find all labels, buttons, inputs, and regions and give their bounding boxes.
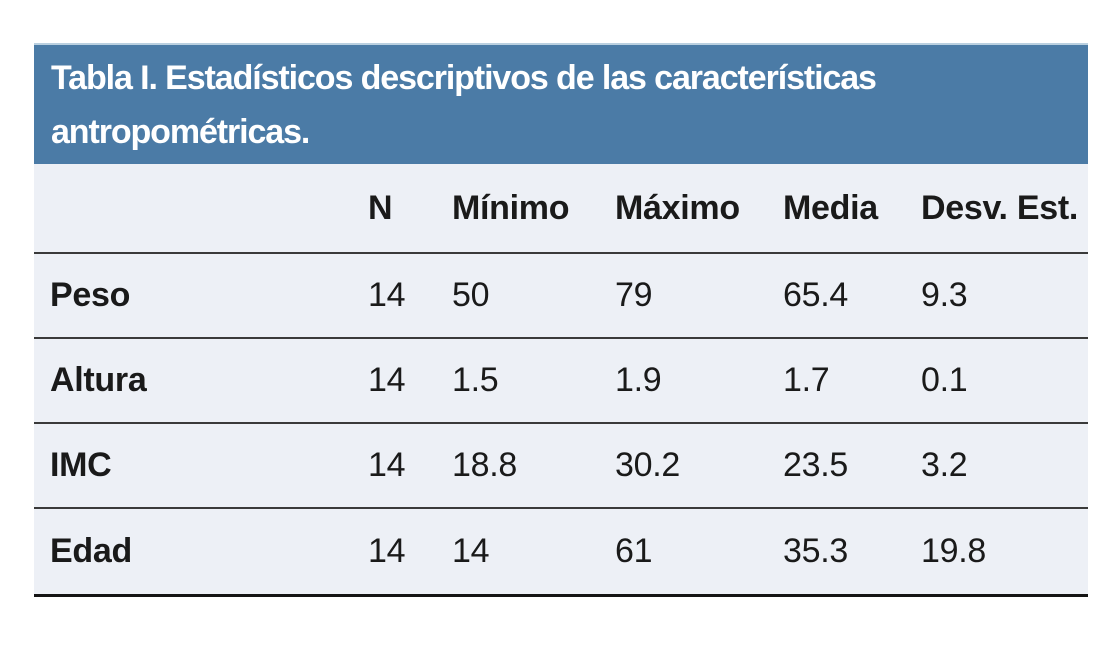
table-row-edad: Edad 14 14 61 35.3 19.8 [34,509,1088,594]
cell-max: 79 [615,276,653,314]
cell-min: 50 [452,276,490,314]
table-header-row: N Mínimo Máximo Media Desv. Est. [34,164,1088,254]
cell-n: 14 [368,532,406,570]
cell-n: 14 [368,446,406,484]
cell-mean: 23.5 [783,446,848,484]
cell-max: 1.9 [615,361,662,399]
cell-n: 14 [368,276,406,314]
table-title-band: Tabla I. Estadísticos descriptivos de la… [34,43,1088,164]
cell-max: 30.2 [615,446,680,484]
column-header-desv-est: Desv. Est. [921,188,1079,227]
cell-mean: 35.3 [783,532,848,570]
table-row-altura: Altura 14 1.5 1.9 1.7 0.1 [34,339,1088,424]
column-header-media: Media [783,188,878,227]
row-label: Altura [50,361,147,399]
cell-min: 14 [452,532,490,570]
table-title-line-2: antropométricas. [51,112,310,151]
table-title-line-1: Tabla I. Estadísticos descriptivos de la… [51,58,877,97]
table-row-peso: Peso 14 50 79 65.4 9.3 [34,254,1088,339]
cell-mean: 65.4 [783,276,848,314]
cell-min: 1.5 [452,361,499,399]
column-header-minimo: Mínimo [452,188,570,227]
row-label: Edad [50,532,132,570]
cell-min: 18.8 [452,446,517,484]
cell-mean: 1.7 [783,361,830,399]
cell-sd: 3.2 [921,446,968,484]
stats-table: N Mínimo Máximo Media Desv. Est. Peso 14… [34,164,1088,597]
row-label: IMC [50,446,112,484]
table-row-imc: IMC 14 18.8 30.2 23.5 3.2 [34,424,1088,509]
cell-sd: 19.8 [921,532,986,570]
cell-sd: 0.1 [921,361,968,399]
row-label: Peso [50,276,131,314]
column-header-n: N [368,188,393,227]
table-card: Tabla I. Estadísticos descriptivos de la… [34,43,1088,597]
cell-max: 61 [615,532,653,570]
cell-n: 14 [368,361,406,399]
cell-sd: 9.3 [921,276,968,314]
column-header-maximo: Máximo [615,188,740,227]
